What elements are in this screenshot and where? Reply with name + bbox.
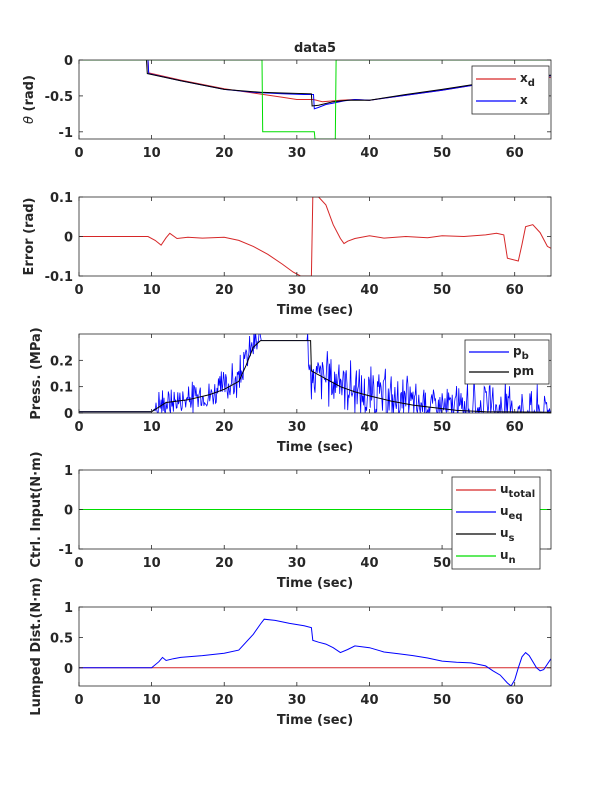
axes-box <box>78 59 552 140</box>
x-tick-label: 50 <box>433 146 451 161</box>
x-tick-label: 60 <box>506 283 524 298</box>
y-tick-label: 0.1 <box>50 191 73 206</box>
y-tick-label: 0.5 <box>50 631 73 646</box>
x-tick-label: 50 <box>433 693 451 708</box>
y-tick-label: 0 <box>64 504 73 519</box>
y-tick-label: 1 <box>64 601 73 616</box>
x-tick-label: 30 <box>288 146 306 161</box>
x-axis-label: Time (sec) <box>277 440 353 455</box>
series-line-2 <box>79 340 551 413</box>
x-tick-label: 40 <box>360 556 378 571</box>
x-tick-label: 30 <box>288 693 306 708</box>
legend-entry-label: xd <box>520 71 535 89</box>
y-tick-label: 0 <box>64 54 73 69</box>
legend-entry-label: us <box>500 526 515 544</box>
subplot-3: 0 10 20 30 40 50 60 0.2 0.1 0 Time (sec) Press. (MP… <box>29 327 552 455</box>
legend: utotal ueq us un <box>451 476 541 570</box>
series-line-1 <box>79 197 551 276</box>
y-tick-label: 0 <box>64 407 73 422</box>
x-axis-label: Time (sec) <box>277 713 353 728</box>
legend: xd x <box>471 65 550 115</box>
x-tick-label: 0 <box>74 693 83 708</box>
x-tick-label: 10 <box>143 556 161 571</box>
subplot-1: 0 10 20 30 40 50 60 0 -0.5 -1 data5 θ (rad) xd x <box>22 41 552 161</box>
y-tick-label: 0.2 <box>50 354 73 369</box>
series-line-2 <box>79 618 551 686</box>
legend-box <box>464 339 550 385</box>
x-tick-label: 0 <box>74 420 83 435</box>
y-axis-label: Ctrl. Input(N·m) <box>29 451 44 567</box>
x-tick-label: 20 <box>215 283 233 298</box>
y-axis-label: Press. (MPa) <box>29 327 44 419</box>
x-tick-label: 40 <box>360 146 378 161</box>
x-axis-label: Time (sec) <box>277 303 353 318</box>
y-tick-label: 0 <box>64 231 73 246</box>
series-line-4 <box>79 60 551 139</box>
x-tick-label: 10 <box>143 693 161 708</box>
x-tick-label: 50 <box>433 556 451 571</box>
subplot-5: 0 10 20 30 40 50 60 1 0.5 0 Time (sec) Lumped Dist.… <box>29 577 552 728</box>
y-tick-label: -0.1 <box>45 270 73 285</box>
y-tick-label: -0.5 <box>45 90 73 105</box>
y-axis-label: Error (rad) <box>22 198 37 276</box>
x-tick-label: 60 <box>506 693 524 708</box>
legend-box <box>471 65 550 115</box>
x-tick-label: 30 <box>288 420 306 435</box>
y-tick-label: 0.1 <box>50 381 73 396</box>
series-line-1 <box>79 334 551 413</box>
x-tick-label: 0 <box>74 556 83 571</box>
legend-entry-label: pm <box>513 364 534 378</box>
x-tick-label: 0 <box>74 146 83 161</box>
x-tick-label: 40 <box>360 693 378 708</box>
y-tick-label: -1 <box>59 126 73 141</box>
x-tick-label: 60 <box>506 146 524 161</box>
legend-entry-label: pb <box>513 344 529 362</box>
legend-entry-label: utotal <box>500 482 535 500</box>
x-tick-label: 50 <box>433 420 451 435</box>
y-tick-label: 1 <box>64 464 73 479</box>
y-axis-label: θ (rad) <box>22 75 37 124</box>
x-tick-label: 20 <box>215 556 233 571</box>
x-tick-label: 20 <box>215 693 233 708</box>
x-tick-label: 10 <box>143 146 161 161</box>
axes-box <box>78 333 552 414</box>
x-tick-label: 0 <box>74 283 83 298</box>
x-tick-label: 10 <box>143 283 161 298</box>
x-tick-label: 30 <box>288 556 306 571</box>
axes-box <box>78 606 552 687</box>
plot-area <box>79 197 551 276</box>
legend: pb pm <box>464 339 550 385</box>
legend-box <box>451 476 541 570</box>
y-tick-label: -1 <box>59 543 73 558</box>
x-tick-label: 20 <box>215 146 233 161</box>
chart-title: data5 <box>294 41 336 56</box>
x-tick-label: 20 <box>215 420 233 435</box>
legend-entry-label: x <box>520 93 528 107</box>
plot-area <box>79 607 551 686</box>
legend-entry-label: ueq <box>500 504 523 522</box>
x-tick-label: 60 <box>506 420 524 435</box>
y-tick-label: 0 <box>64 662 73 677</box>
x-tick-label: 10 <box>143 420 161 435</box>
legend-entry-label: un <box>500 548 516 566</box>
x-tick-label: 30 <box>288 283 306 298</box>
x-axis-label: Time (sec) <box>277 576 353 591</box>
x-tick-label: 40 <box>360 420 378 435</box>
x-tick-label: 40 <box>360 283 378 298</box>
x-tick-label: 50 <box>433 283 451 298</box>
y-axis-label: Lumped Dist.(N·m) <box>29 577 44 715</box>
series-line-3 <box>79 60 551 107</box>
